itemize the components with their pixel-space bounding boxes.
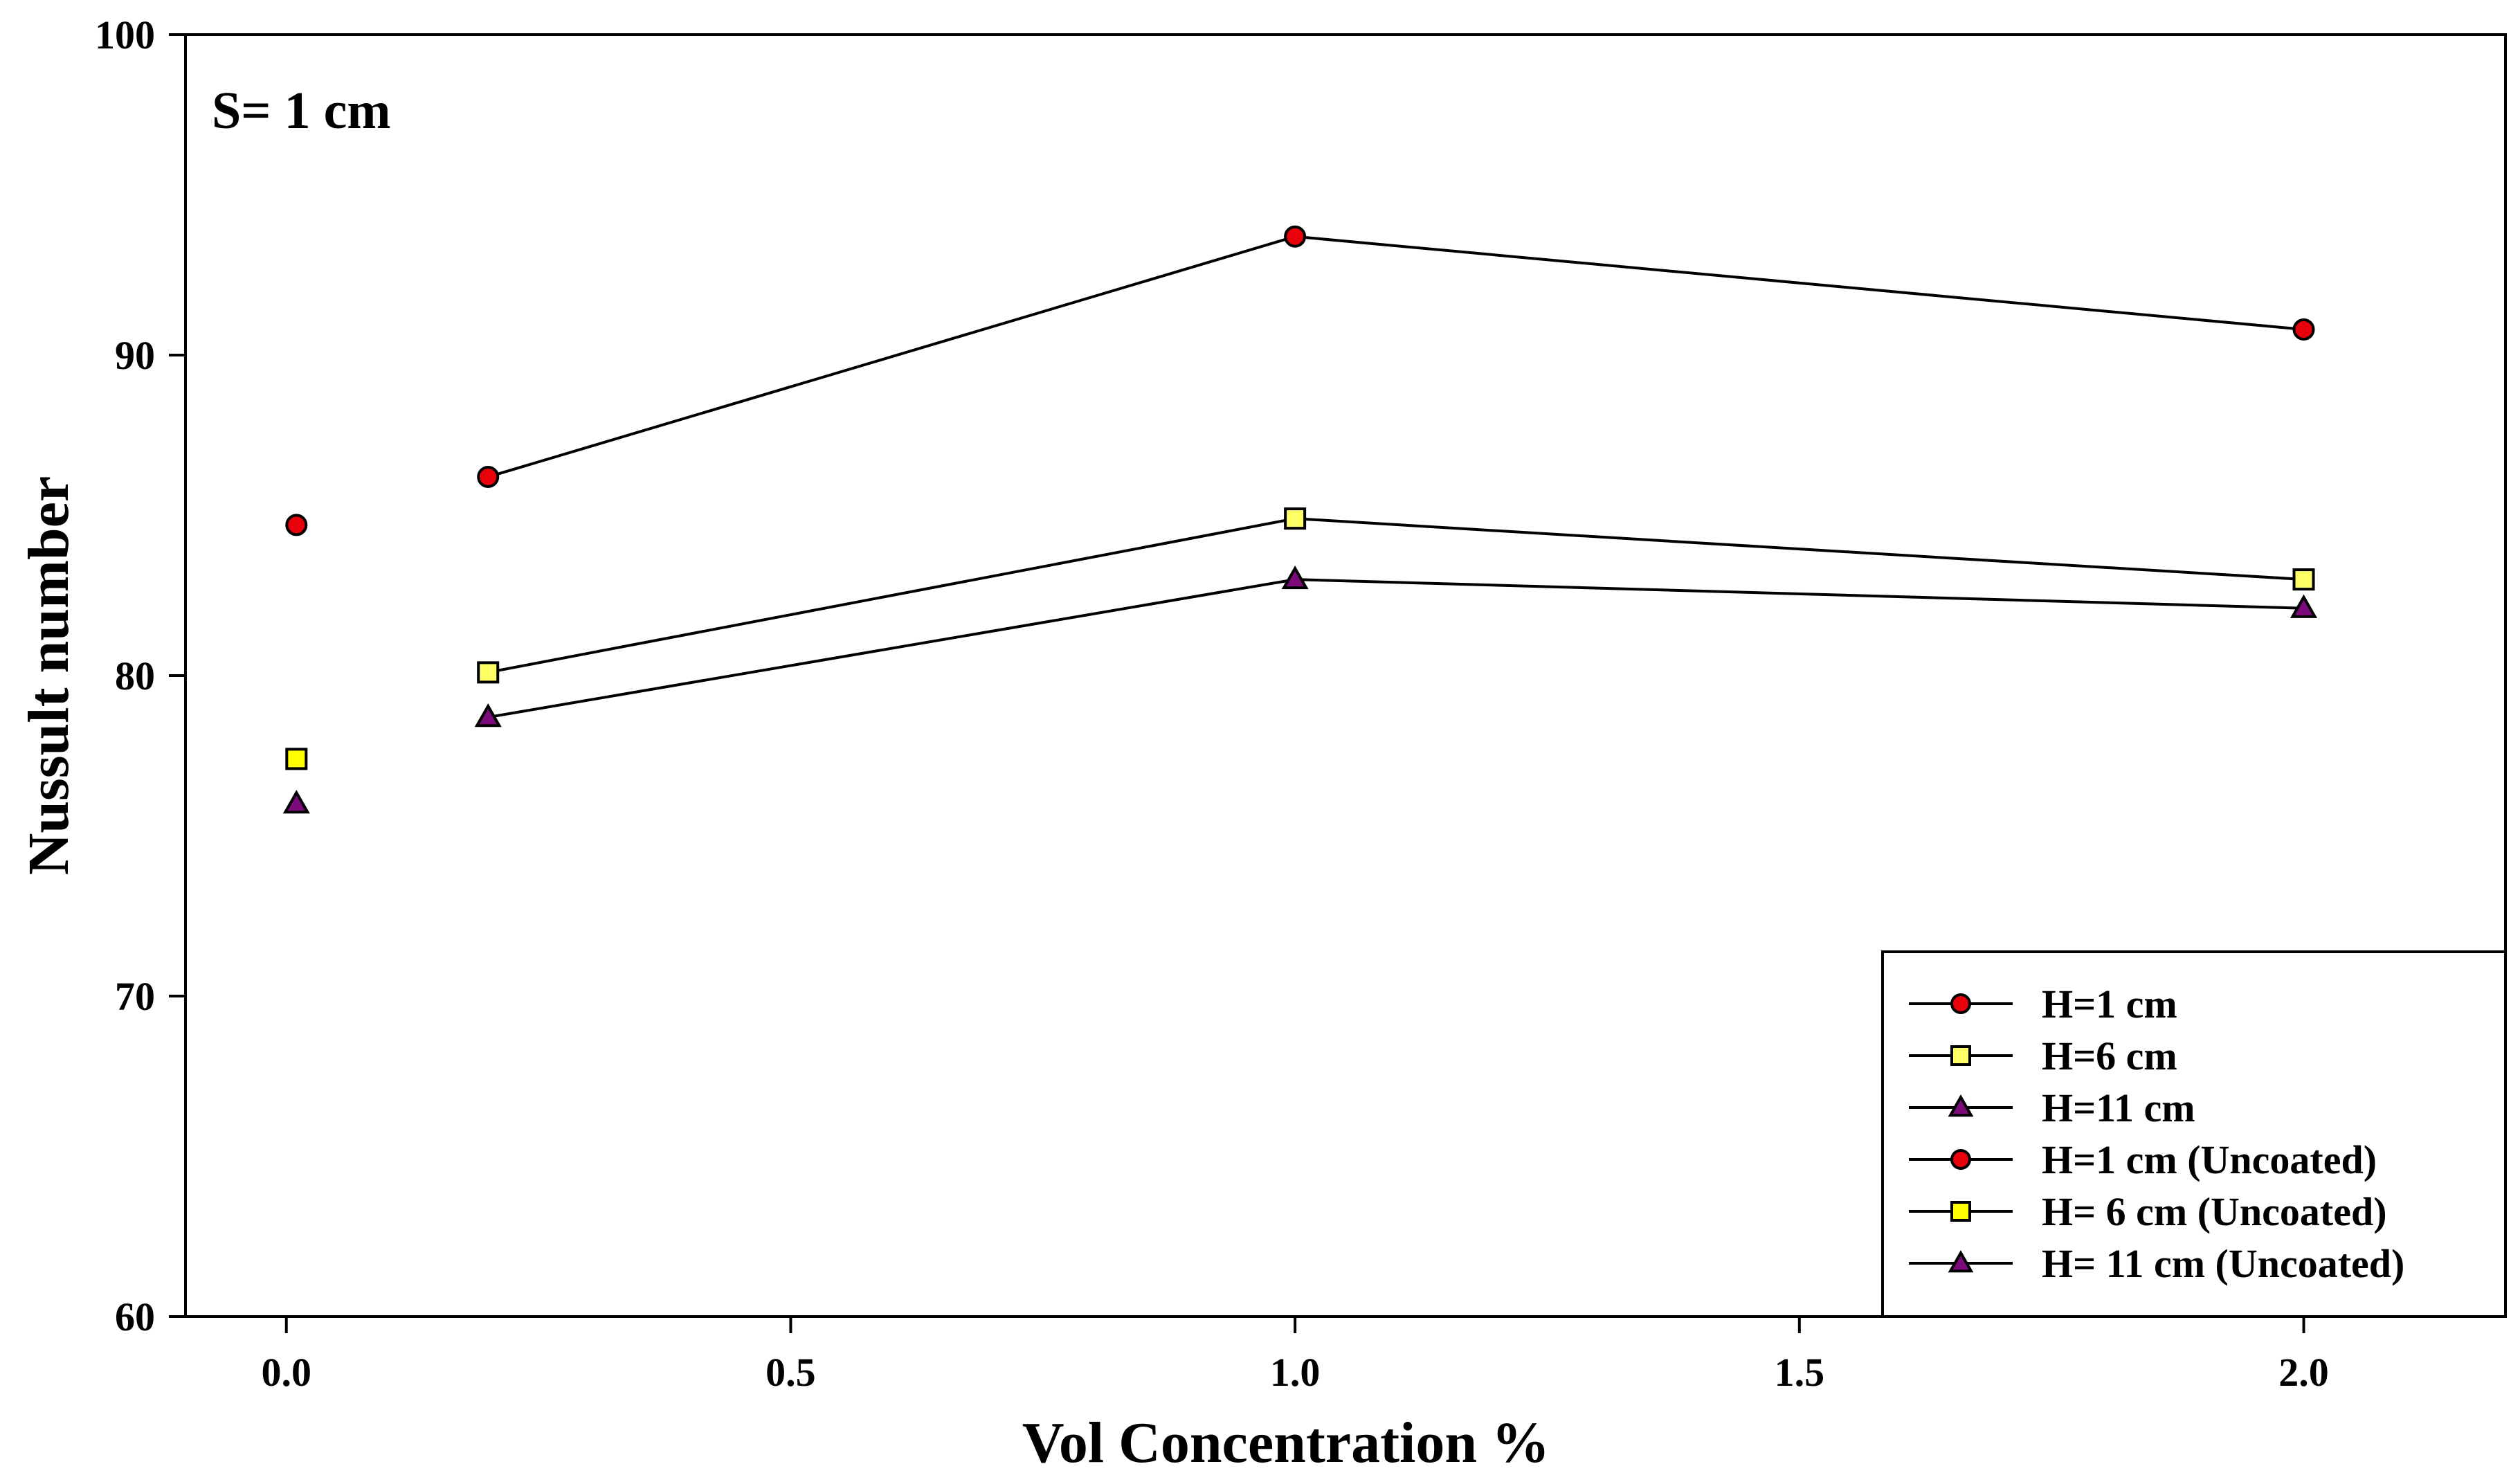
legend-item: H= 6 cm (Uncoated) [1909,1189,2387,1234]
x-tick-label: 1.0 [1270,1350,1321,1395]
x-axis-label: Vol Concentration % [1022,1411,1550,1475]
x-axis: 0.0 0.5 1.0 1.5 2.0 [261,1317,2329,1395]
legend-box [1881,950,2507,1318]
x-tick-label: 1.5 [1775,1350,1825,1395]
legend-label: H=6 cm [2042,1033,2177,1078]
y-tick-label: 90 [115,333,155,378]
data-point [2292,318,2315,341]
data-point [2292,568,2315,591]
data-point [474,703,502,728]
annotation-label: S= 1 cm [212,82,391,140]
legend-marker [1948,1250,1974,1273]
series-line [487,578,2304,719]
legend-label: H= 6 cm (Uncoated) [2042,1189,2387,1234]
legend-label: H=1 cm [2042,982,2177,1027]
x-tick-label: 0.0 [261,1350,311,1395]
legend-label: H=11 cm [2042,1085,2195,1130]
legend-label: H= 11 cm (Uncoated) [2042,1241,2404,1286]
y-axis-label: Nussult number [17,476,81,875]
series-h-11-cm-uncoated- [282,790,310,814]
legend-item: H=1 cm [1909,982,2177,1027]
data-point [1284,507,1307,530]
series-h-6-cm [477,507,2315,684]
data-point [1284,225,1307,248]
series-h-6-cm-uncoated- [285,748,308,770]
x-tick-label: 2.0 [2278,1350,2329,1395]
legend-marker [1950,1201,1971,1222]
y-tick-label: 70 [115,974,155,1019]
x-tick-label: 0.5 [765,1350,816,1395]
legend-item: H=11 cm [1909,1085,2195,1130]
data-point [2290,594,2318,618]
legend-item: H=1 cm (Uncoated) [1909,1137,2377,1182]
legend-marker [1948,1094,1974,1117]
data-point [285,748,308,770]
series-h-1-cm [477,225,2315,488]
data-point [285,514,308,536]
series-h-11-cm [474,565,2318,728]
data-point [477,661,500,684]
y-tick-label: 60 [115,1294,155,1339]
y-tick-label: 100 [95,12,155,57]
legend-marker [1950,1149,1971,1170]
legend: H=1 cm H=6 cm H=11 cm H=1 cm (Uncoated) H= 6… [1881,950,2507,1318]
legend-label: H=1 cm (Uncoated) [2042,1137,2377,1182]
legend-item: H=6 cm [1909,1033,2177,1078]
data-point [282,790,310,814]
y-tick-label: 80 [115,653,155,698]
legend-marker [1950,1045,1971,1066]
series-layer [282,225,2318,814]
series-h-1-cm-uncoated- [285,514,308,536]
y-axis: 60 70 80 90 100 [95,12,185,1339]
series-line [487,517,2304,674]
series-line [487,235,2304,478]
legend-marker [1950,993,1971,1014]
data-point [1281,565,1309,590]
data-point [477,465,500,488]
legend-item: H= 11 cm (Uncoated) [1909,1241,2404,1286]
